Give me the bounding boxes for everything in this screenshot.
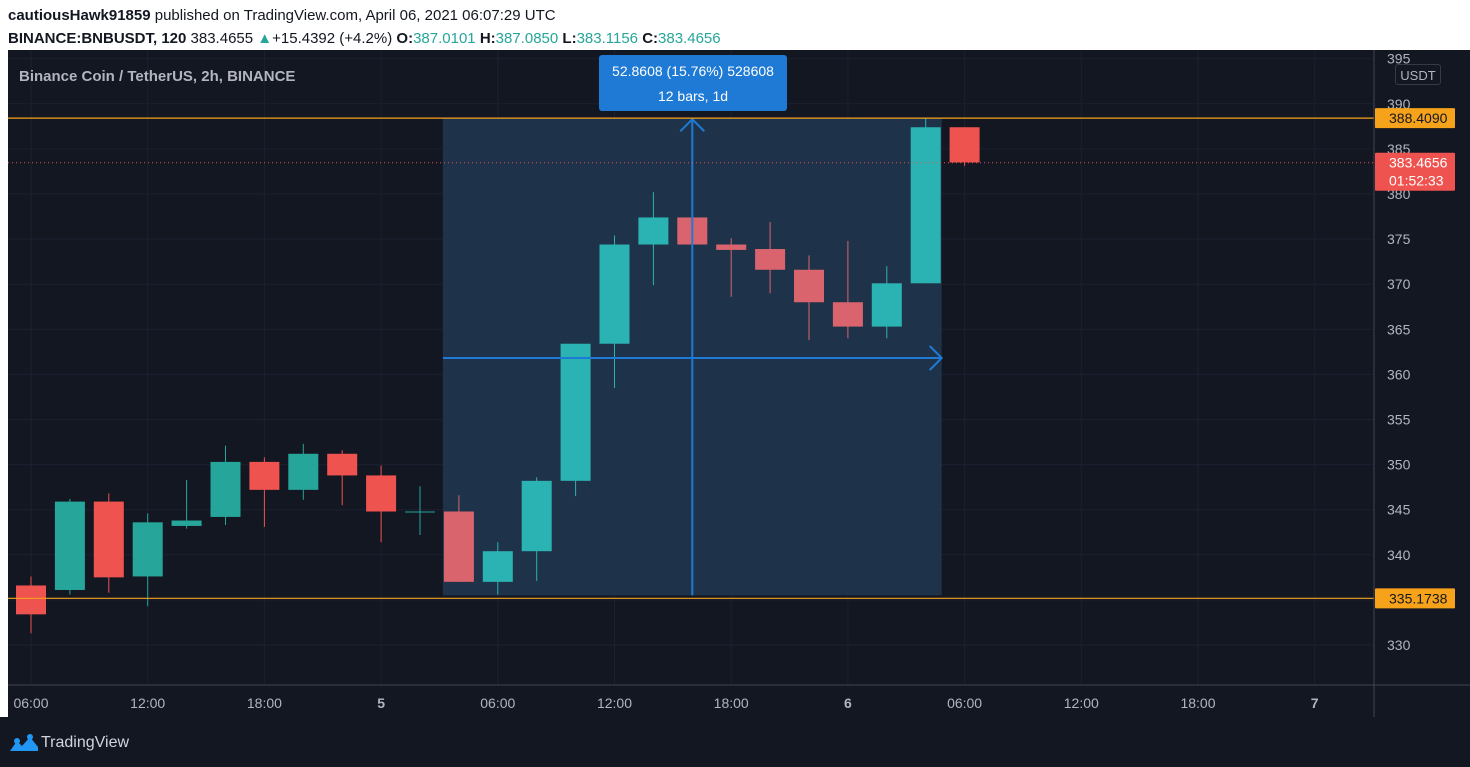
candle-body — [54, 501, 85, 590]
horizontal-lines[interactable] — [8, 117, 1374, 599]
price-tick-label: 375 — [1387, 231, 1411, 247]
candle-body — [288, 453, 319, 490]
price-tick-label: 360 — [1387, 366, 1411, 382]
chart-legend[interactable]: Binance Coin / TetherUS, 2h, BINANCE — [19, 68, 296, 85]
candle-body — [638, 217, 669, 245]
upper-line-label-box — [1375, 108, 1455, 129]
candle-body — [171, 520, 202, 526]
candle-series — [16, 118, 980, 634]
publish-date: published on TradingView.com, April 06, … — [154, 7, 556, 24]
price-tick-label: 350 — [1387, 457, 1411, 473]
symbol-name: BINANCE:BNBUSDT, 120 — [8, 30, 187, 47]
last-price: 383.4655 — [190, 30, 254, 47]
currency-button[interactable]: USDT — [1395, 64, 1441, 85]
measure-tooltip: 52.8608 (15.76%) 528608 12 bars, 1d — [599, 55, 787, 111]
candle-body — [327, 453, 358, 476]
candle-body — [249, 461, 280, 490]
time-tick-label: 5 — [377, 695, 385, 711]
candle-body — [16, 585, 46, 615]
open-label: O: — [396, 30, 414, 47]
high-value: 387.0850 — [495, 30, 559, 47]
price-tick-label: 390 — [1387, 96, 1411, 112]
current-price-label-text: 383.4656 — [1389, 155, 1448, 171]
price-tick-label: 330 — [1387, 637, 1411, 653]
symbol-info: BINANCE:BNBUSDT, 120 383.4655 ▲+15.4392 … — [8, 30, 721, 47]
low-label: L: — [562, 30, 577, 47]
price-labels: 388.4090 335.1738 383.4656 01:52:33 — [1375, 108, 1455, 609]
price-tick-label: 370 — [1387, 276, 1411, 292]
candle-body — [560, 343, 591, 481]
price-tick-label: 345 — [1387, 502, 1411, 518]
tradingview-brand: TradingView — [41, 734, 130, 751]
author-name[interactable]: cautiousHawk91859 — [8, 7, 151, 24]
price-tick-label: 365 — [1387, 321, 1411, 337]
publish-header: cautiousHawk91859 published on TradingVi… — [0, 0, 1470, 50]
price-tick-label: 395 — [1387, 51, 1411, 67]
measure-up-arrow-icon — [679, 117, 706, 132]
candle-body — [210, 461, 241, 517]
candle-body — [521, 480, 552, 552]
time-tick-label: 06:00 — [480, 695, 515, 711]
close-label: C: — [642, 30, 659, 47]
current-price-label-box — [1375, 152, 1455, 191]
time-tick-label: 12:00 — [130, 695, 165, 711]
candle-body — [794, 269, 824, 303]
candle-body — [132, 522, 163, 577]
publish-info: cautiousHawk91859 published on TradingVi… — [8, 7, 556, 24]
high-label: H: — [479, 30, 496, 47]
close-value: 383.4656 — [658, 30, 721, 47]
current-price-label-text: 01:52:33 — [1389, 173, 1444, 189]
time-tick-label: 18:00 — [1180, 695, 1215, 711]
measure-tooltip-box — [599, 55, 787, 111]
price-tick-label: 340 — [1387, 547, 1411, 563]
time-tick-label: 6 — [844, 695, 852, 711]
measure-tooltip-line1: 52.8608 (15.76%) 528608 — [612, 63, 774, 79]
lower-line-label-box — [1375, 588, 1455, 609]
low-value: 383.1156 — [576, 30, 639, 47]
candle-body — [405, 511, 435, 513]
upper-line-label-text: 388.4090 — [1389, 110, 1448, 126]
lower-line-label-text: 335.1738 — [1389, 590, 1448, 606]
chart-axes: 3303353403453503553603653703753803853903… — [8, 50, 1470, 717]
measure-arrows — [442, 117, 944, 596]
candle-body — [599, 244, 630, 344]
time-tick-label: 12:00 — [1064, 695, 1099, 711]
candle-body — [871, 283, 902, 327]
tradingview-logo-icon — [10, 734, 38, 751]
candle-body — [755, 249, 786, 270]
change-arrow-icon: ▲ — [257, 30, 273, 47]
footer — [0, 717, 1470, 767]
candle-body — [716, 244, 747, 250]
time-tick-label: 06:00 — [13, 695, 48, 711]
candle-body — [482, 551, 513, 582]
price-tick-label: 355 — [1387, 412, 1411, 428]
time-tick-label: 18:00 — [714, 695, 749, 711]
candle-body — [93, 501, 124, 578]
price-change: +15.4392 (+4.2%) — [272, 30, 393, 47]
candle-body — [832, 302, 863, 327]
candle-body — [949, 127, 980, 163]
measure-right-arrow-icon — [928, 345, 944, 371]
candle-body — [443, 511, 474, 582]
time-tick-label: 7 — [1311, 695, 1319, 711]
candle-body — [366, 475, 397, 512]
time-tick-label: 18:00 — [247, 695, 282, 711]
open-value: 387.0101 — [413, 30, 476, 47]
time-tick-label: 12:00 — [597, 695, 632, 711]
measure-tooltip-line2: 12 bars, 1d — [658, 88, 728, 104]
time-tick-label: 06:00 — [947, 695, 982, 711]
candle-body — [910, 127, 941, 284]
